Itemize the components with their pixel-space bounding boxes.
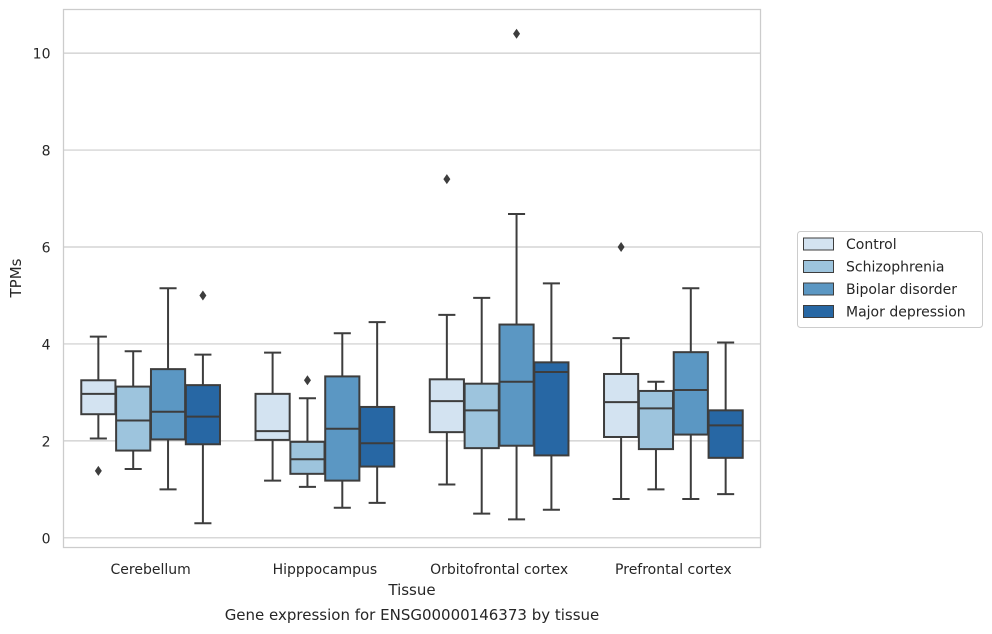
box-iqr bbox=[603, 372, 640, 438]
box-major-depression bbox=[184, 290, 221, 525]
box-control bbox=[428, 174, 465, 486]
legend: Control Schizophrenia Bipolar disorder Majo… bbox=[797, 231, 983, 328]
box-iqr bbox=[149, 368, 187, 441]
box-iqr bbox=[533, 361, 570, 457]
outlier-point bbox=[303, 375, 311, 386]
y-tick-label: 10 bbox=[33, 47, 51, 63]
box-major-depression bbox=[533, 282, 570, 511]
chart-caption: Gene expression for ENSG00000146373 by t… bbox=[224, 606, 600, 624]
box-iqr bbox=[80, 379, 117, 416]
legend-label: Major depression bbox=[846, 305, 966, 321]
box-schizophrenia bbox=[637, 380, 675, 491]
grid-lines bbox=[63, 52, 761, 539]
box-major-depression bbox=[707, 341, 744, 496]
y-tick-label: 0 bbox=[42, 531, 51, 547]
box-iqr bbox=[498, 323, 535, 447]
legend-label: Bipolar disorder bbox=[846, 282, 957, 298]
y-axis-ticks: 0 2 4 6 8 10 bbox=[33, 47, 51, 548]
legend-label: Control bbox=[846, 237, 897, 253]
box-control bbox=[80, 335, 117, 476]
outlier-point bbox=[199, 290, 207, 301]
box-major-depression bbox=[359, 321, 396, 504]
outlier-point bbox=[513, 28, 521, 39]
box-iqr bbox=[184, 384, 221, 446]
box-bipolar-disorder bbox=[672, 287, 709, 501]
x-axis-label: Tissue bbox=[387, 581, 435, 599]
x-tick-label: Hipppocampus bbox=[273, 562, 378, 578]
box-iqr bbox=[637, 389, 675, 451]
y-tick-label: 8 bbox=[42, 144, 51, 160]
y-tick-label: 6 bbox=[42, 240, 51, 256]
x-tick-label: Cerebellum bbox=[111, 562, 191, 578]
y-axis-label: TPMs bbox=[7, 258, 25, 298]
plot-area-frame bbox=[62, 8, 762, 549]
x-tick-label: Orbitofrontal cortex bbox=[430, 562, 568, 578]
box-iqr bbox=[707, 409, 744, 459]
legend-swatch bbox=[803, 260, 834, 273]
x-axis-ticks: Cerebellum Hipppocampus Orbitofrontal cort… bbox=[111, 562, 732, 578]
y-tick-label: 2 bbox=[42, 434, 51, 450]
legend-swatch bbox=[803, 237, 834, 251]
box-iqr bbox=[672, 351, 709, 436]
legend-label: Schizophrenia bbox=[846, 260, 944, 276]
legend-frame bbox=[797, 231, 983, 328]
x-tick-label: Prefrontal cortex bbox=[615, 562, 732, 578]
box-iqr bbox=[115, 385, 152, 452]
box-iqr bbox=[463, 382, 500, 450]
box-iqr bbox=[254, 392, 291, 441]
box-iqr bbox=[359, 405, 396, 468]
box-iqr bbox=[289, 440, 326, 475]
legend-swatch bbox=[803, 305, 834, 318]
boxes bbox=[80, 28, 744, 525]
box-iqr bbox=[428, 378, 465, 434]
outlier-point bbox=[617, 241, 625, 252]
box-control bbox=[603, 241, 640, 501]
y-tick-label: 4 bbox=[42, 337, 51, 353]
box-bipolar-disorder bbox=[498, 28, 535, 521]
box-control bbox=[254, 351, 291, 482]
outlier-point bbox=[94, 465, 102, 476]
box-schizophrenia bbox=[289, 375, 326, 488]
box-schizophrenia bbox=[115, 350, 152, 470]
outlier-point bbox=[443, 174, 451, 185]
box-schizophrenia bbox=[463, 296, 500, 515]
box-bipolar-disorder bbox=[149, 287, 187, 491]
box-bipolar-disorder bbox=[324, 332, 361, 509]
legend-swatch bbox=[803, 282, 834, 296]
